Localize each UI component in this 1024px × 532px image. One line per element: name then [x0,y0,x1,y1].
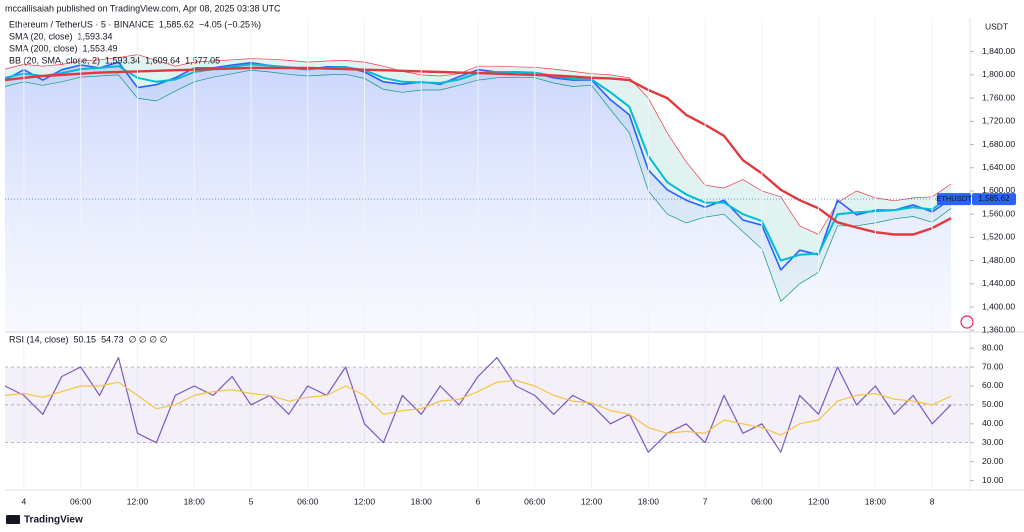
y-tick-label: 40.00 [982,418,1004,428]
legend-text: 50.15 [74,334,97,344]
x-tick-label: 18:00 [865,496,887,506]
legend-text: Ethereum / TetherUS · 5 · BINANCE [9,19,154,29]
legend-text: 1,553.49 [83,43,118,53]
y-tick-label: 20.00 [982,456,1004,466]
y-tick-label: 50.00 [982,399,1004,409]
x-tick-label: 06:00 [70,496,92,506]
y-tick-label: 1,840.00 [982,46,1015,56]
legend-text: 1,593.34 [105,55,140,65]
x-tick-label: 12:00 [808,496,830,506]
alert-icon[interactable] [960,315,974,329]
legend-text: 1,585.62 [159,19,194,29]
legend-text: 54.73 [101,334,124,344]
y-tick-label: 1,800.00 [982,69,1015,79]
x-tick-label: 18:00 [638,496,660,506]
series-line [4,357,952,453]
price-tag [972,193,1016,206]
series-line [4,379,952,436]
y-tick-label: 70.00 [982,361,1004,371]
brand: TradingView [24,515,83,526]
y-tick-label: 1,680.00 [982,139,1015,149]
legend-text: RSI (14, close) [9,334,69,344]
legend-text: 1,577.05 [185,55,220,65]
y-tick-label: 1,360.00 [982,325,1015,335]
y-tick-label: 60.00 [982,380,1004,390]
y-tick-label: 1,520.00 [982,232,1015,242]
y-tick-label: 1,480.00 [982,255,1015,265]
symbol-tag [937,193,971,206]
price-tag-text: 1,585.62 [978,194,1010,203]
x-tick-label: 18:00 [184,496,206,506]
legend-text: 1,593.34 [78,31,113,41]
legend-text: SMA (20, close) [9,31,73,41]
x-tick-label: 12:00 [354,496,376,506]
y-tick-label: 30.00 [982,437,1004,447]
y-tick-label: 80.00 [982,342,1004,352]
legend-text: ∅ ∅ ∅ ∅ [129,334,168,344]
y-tick-label: 1,640.00 [982,162,1015,172]
x-tick-label: 7 [703,496,708,506]
y-tick-label: 1,600.00 [982,185,1015,195]
legend-text: BB (20, SMA, close, 2) [9,55,100,65]
y-tick-label: 1,720.00 [982,116,1015,126]
x-tick-label: 5 [249,496,254,506]
x-tick-label: 6 [476,496,481,506]
x-tick-label: 12:00 [581,496,603,506]
x-tick-label: 06:00 [751,496,773,506]
symbol-tag-text: ETHUSDT [936,194,972,203]
x-tick-label: 06:00 [524,496,546,506]
published-note: mccallisaiah published on TradingView.co… [5,3,281,13]
y-tick-label: 1,760.00 [982,92,1015,102]
y-axis-label: USDT [985,21,1008,31]
x-tick-label: 18:00 [411,496,433,506]
x-tick-label: 4 [22,496,27,506]
legend-text: −4.05 (−0.25%) [199,19,261,29]
y-tick-label: 1,440.00 [982,278,1015,288]
x-tick-label: 12:00 [127,496,149,506]
legend-text: 1,609.64 [145,55,180,65]
y-tick-label: 10.00 [982,475,1004,485]
y-tick-label: 1,400.00 [982,301,1015,311]
x-tick-label: 8 [930,496,935,506]
legend-text: SMA (200, close) [9,43,78,53]
y-tick-label: 1,560.00 [982,208,1015,218]
x-tick-label: 06:00 [297,496,319,506]
logo-icon [6,515,20,524]
